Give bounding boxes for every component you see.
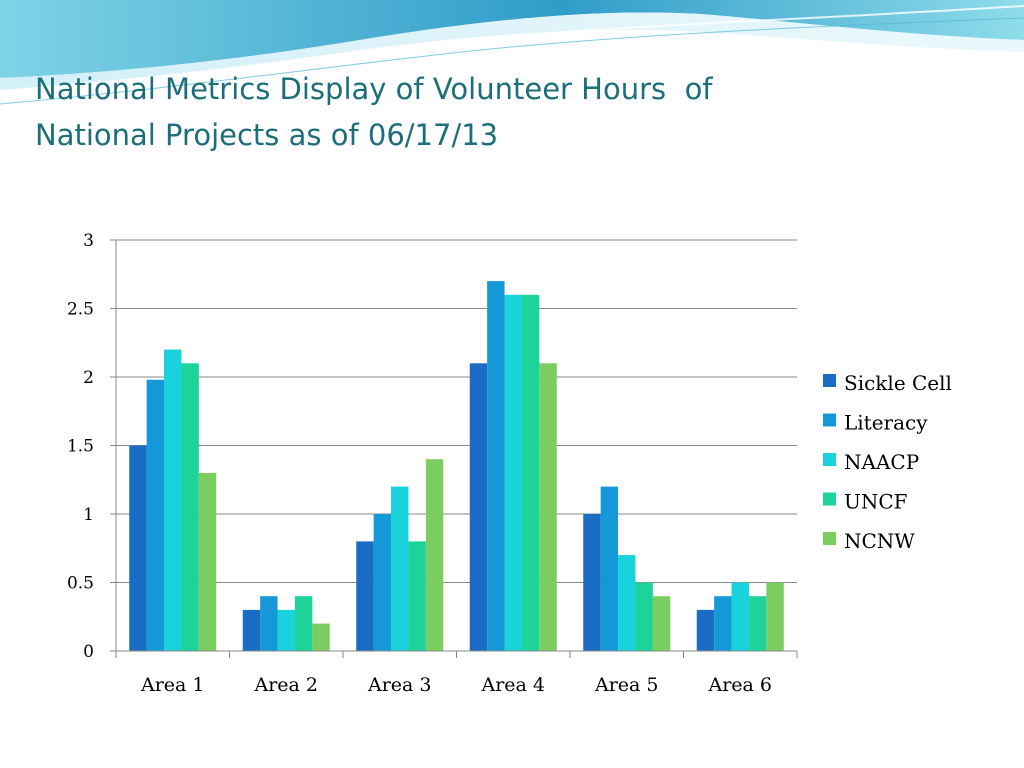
legend-swatch <box>823 492 836 506</box>
slide-title-line-2: National Projects as of 06/17/13 <box>35 118 499 152</box>
bar-uncf-area-1 <box>181 363 199 651</box>
bar-ncnw-area-6 <box>766 582 784 651</box>
bar-ncnw-area-2 <box>312 623 330 651</box>
bar-naacp-area-3 <box>391 486 409 651</box>
bar-uncf-area-6 <box>748 596 767 651</box>
y-tick-label: 1 <box>83 505 94 525</box>
legend-label: UNCF <box>844 490 908 514</box>
bar-literacy-area-4 <box>487 281 505 651</box>
x-tick-label: Area 6 <box>707 674 772 696</box>
x-tick-label: Area 5 <box>594 674 659 696</box>
gridlines <box>116 239 797 583</box>
bar-sickle-cell-area-1 <box>129 445 147 651</box>
bar-uncf-area-3 <box>408 541 426 651</box>
bar-sickle-cell-area-2 <box>242 609 261 651</box>
bar-naacp-area-2 <box>277 609 295 651</box>
bar-ncnw-area-1 <box>198 472 217 651</box>
bars <box>129 281 784 651</box>
y-tick-label: 0.5 <box>67 574 94 594</box>
legend: Sickle Cell Literacy NAACP UNCF NCNW <box>823 371 952 553</box>
slide-title-line-1: National Metrics Display of Volunteer Ho… <box>35 72 713 106</box>
legend-label: Literacy <box>844 411 928 435</box>
bar-naacp-area-4 <box>504 294 522 651</box>
x-tick-label: Area 1 <box>140 674 205 696</box>
axes: 0 0.5 1 1.5 2 2.5 3 Area 1 Area 2 Area 3 Area 4 Are… <box>67 231 798 696</box>
x-tick-label: Area 2 <box>253 674 318 696</box>
legend-swatch <box>823 374 836 387</box>
x-tick-label: Area 4 <box>480 674 545 696</box>
bar-naacp-area-1 <box>164 349 182 651</box>
bar-sickle-cell-area-4 <box>469 363 488 651</box>
legend-swatch <box>823 413 836 427</box>
bar-uncf-area-4 <box>521 294 540 651</box>
decorative-wave <box>0 0 1024 105</box>
bar-naacp-area-5 <box>618 555 636 651</box>
y-tick-label: 1.5 <box>67 437 94 457</box>
bar-sickle-cell-area-3 <box>356 541 374 651</box>
bar-ncnw-area-4 <box>539 363 557 651</box>
x-tick-label: Area 3 <box>367 674 432 696</box>
bar-literacy-area-5 <box>600 486 619 651</box>
bar-literacy-area-6 <box>714 596 732 651</box>
bar-uncf-area-5 <box>635 582 653 651</box>
legend-swatch <box>823 532 836 545</box>
bar-sickle-cell-area-5 <box>583 514 601 651</box>
y-tick-label: 2 <box>83 368 94 388</box>
bar-ncnw-area-5 <box>652 596 671 651</box>
y-tick-label: 0 <box>83 642 94 662</box>
bar-literacy-area-3 <box>373 514 392 651</box>
legend-label: Sickle Cell <box>844 371 952 395</box>
bar-literacy-area-2 <box>260 596 278 651</box>
y-tick-label: 3 <box>83 231 94 251</box>
legend-swatch <box>823 453 836 466</box>
bar-ncnw-area-3 <box>425 459 444 651</box>
bar-uncf-area-2 <box>294 596 313 651</box>
legend-label: NCNW <box>844 529 915 553</box>
bar-literacy-area-1 <box>146 379 165 651</box>
bar-sickle-cell-area-6 <box>696 609 715 651</box>
legend-label: NAACP <box>844 450 919 474</box>
y-tick-label: 2.5 <box>67 300 94 320</box>
slide-title: National Metrics Display of Volunteer Ho… <box>35 66 935 158</box>
bar-naacp-area-6 <box>731 582 749 651</box>
